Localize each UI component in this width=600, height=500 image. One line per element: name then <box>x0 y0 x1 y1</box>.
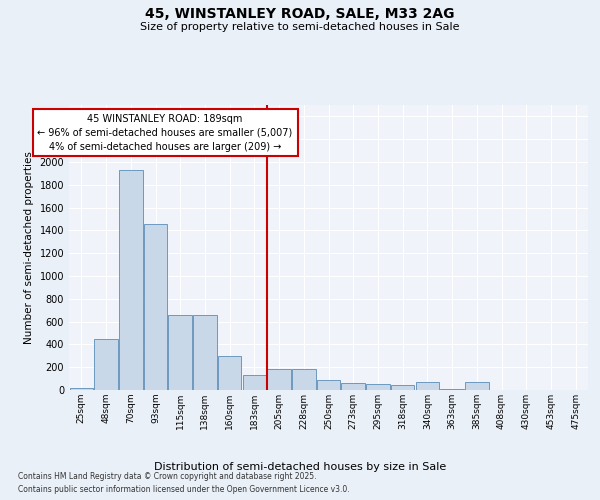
Text: Size of property relative to semi-detached houses in Sale: Size of property relative to semi-detach… <box>140 22 460 32</box>
Bar <box>144 224 167 390</box>
Bar <box>119 170 143 390</box>
Bar <box>169 315 192 390</box>
Text: Contains HM Land Registry data © Crown copyright and database right 2025.: Contains HM Land Registry data © Crown c… <box>18 472 317 481</box>
Text: 45, WINSTANLEY ROAD, SALE, M33 2AG: 45, WINSTANLEY ROAD, SALE, M33 2AG <box>145 8 455 22</box>
Bar <box>341 383 365 390</box>
Bar <box>218 356 241 390</box>
Text: Contains public sector information licensed under the Open Government Licence v3: Contains public sector information licen… <box>18 485 350 494</box>
Y-axis label: Number of semi-detached properties: Number of semi-detached properties <box>24 151 34 344</box>
Bar <box>465 382 488 390</box>
Bar <box>366 384 389 390</box>
Bar <box>317 380 340 390</box>
Bar <box>268 369 291 390</box>
Text: Distribution of semi-detached houses by size in Sale: Distribution of semi-detached houses by … <box>154 462 446 472</box>
Text: 45 WINSTANLEY ROAD: 189sqm
← 96% of semi-detached houses are smaller (5,007)
4% : 45 WINSTANLEY ROAD: 189sqm ← 96% of semi… <box>37 114 293 152</box>
Bar <box>391 385 415 390</box>
Bar <box>193 315 217 390</box>
Bar <box>242 375 266 390</box>
Bar <box>94 338 118 390</box>
Bar <box>292 369 316 390</box>
Bar <box>416 382 439 390</box>
Bar <box>70 388 93 390</box>
